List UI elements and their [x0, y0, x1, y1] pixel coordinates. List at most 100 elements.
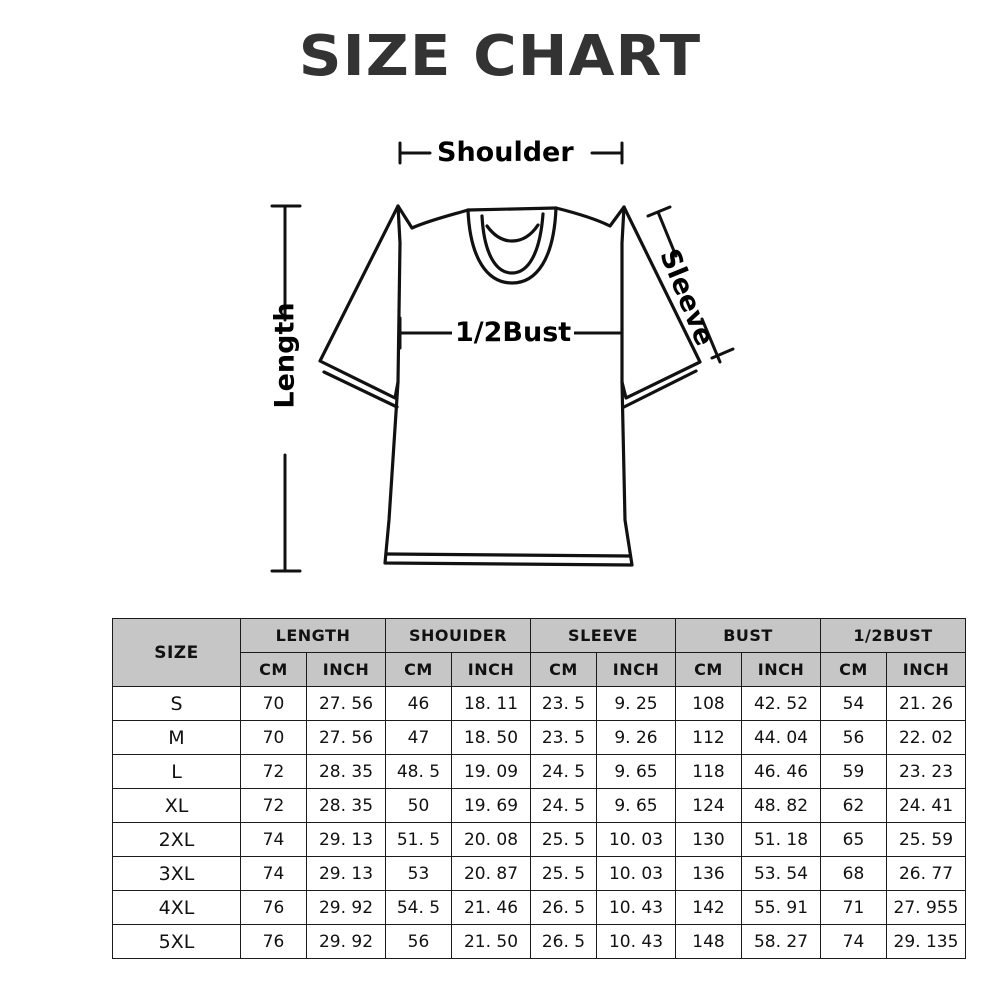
- cell-value: 21. 50: [451, 924, 531, 959]
- table-row: XL 72 28. 35 50 19. 69 24. 5 9. 65 124 48. 82 62 2…: [112, 788, 966, 823]
- cell-value: 72: [240, 754, 307, 789]
- cell-value: 59: [820, 754, 887, 789]
- cell-size: XL: [112, 788, 241, 823]
- header-shoulder: SHOUIDER: [385, 618, 531, 653]
- cell-value: 76: [240, 924, 307, 959]
- cell-value: 47: [385, 720, 452, 755]
- cell-value: 29. 135: [886, 924, 966, 959]
- cell-value: 46: [385, 686, 452, 721]
- collar-rib-arc-1: [480, 212, 545, 275]
- table-row: M 70 27. 56 47 18. 50 23. 5 9. 26 112 44. 04 56 22…: [112, 720, 966, 755]
- cell-value: 148: [675, 924, 742, 959]
- cell-value: 19. 69: [451, 788, 531, 823]
- cell-value: 20. 87: [451, 856, 531, 891]
- cell-value: 10. 43: [596, 890, 676, 925]
- cell-value: 9. 26: [596, 720, 676, 755]
- tshirt-body-outline: [318, 204, 702, 567]
- cell-value: 54: [820, 686, 887, 721]
- header-unit-shoulder-cm: CM: [385, 652, 452, 687]
- cell-value: 58. 27: [741, 924, 821, 959]
- header-length: LENGTH: [240, 618, 386, 653]
- cell-value: 71: [820, 890, 887, 925]
- table-header: SIZE LENGTH SHOUIDER SLEEVE BUST 1/2BUST…: [112, 618, 966, 687]
- cell-value: 68: [820, 856, 887, 891]
- cell-value: 29. 92: [306, 890, 386, 925]
- cell-value: 27. 56: [306, 686, 386, 721]
- cell-size: 3XL: [112, 856, 241, 891]
- cell-value: 65: [820, 822, 887, 857]
- cell-value: 46. 46: [741, 754, 821, 789]
- cell-value: 72: [240, 788, 307, 823]
- header-sleeve: SLEEVE: [530, 618, 676, 653]
- cell-value: 76: [240, 890, 307, 925]
- cell-value: 22. 02: [886, 720, 966, 755]
- sleeve-dimension: [646, 205, 735, 364]
- header-half-bust: 1/2BUST: [820, 618, 966, 653]
- table-row: L 72 28. 35 48. 5 19. 09 24. 5 9. 65 118 46. 46 5…: [112, 754, 966, 789]
- shoulder-dimension: [398, 141, 624, 165]
- cell-value: 24. 41: [886, 788, 966, 823]
- cell-value: 112: [675, 720, 742, 755]
- cell-value: 28. 35: [306, 788, 386, 823]
- cell-size: S: [112, 686, 241, 721]
- right-armhole-seam: [620, 205, 626, 384]
- cell-value: 108: [675, 686, 742, 721]
- cell-value: 48. 5: [385, 754, 452, 789]
- cell-value: 74: [240, 856, 307, 891]
- shoulder-label: Shoulder: [437, 137, 574, 168]
- cell-value: 18. 11: [451, 686, 531, 721]
- header-unit-length-cm: CM: [240, 652, 307, 687]
- cell-value: 19. 09: [451, 754, 531, 789]
- length-dimension: [270, 204, 302, 573]
- left-sleeve-cuff: [322, 370, 399, 409]
- cell-value: 9. 25: [596, 686, 676, 721]
- cell-value: 62: [820, 788, 887, 823]
- cell-size: 5XL: [112, 924, 241, 959]
- table-row: 2XL 74 29. 13 51. 5 20. 08 25. 5 10. 03 130 51. …: [112, 822, 966, 857]
- cell-value: 29. 92: [306, 924, 386, 959]
- header-bust: BUST: [675, 618, 821, 653]
- collar-rib-arc-2: [485, 223, 540, 243]
- half-bust-label: 1/2Bust: [452, 317, 575, 348]
- header-unit-length-inch: INCH: [306, 652, 386, 687]
- cell-value: 74: [820, 924, 887, 959]
- cell-value: 26. 77: [886, 856, 966, 891]
- header-unit-bust-cm: CM: [675, 652, 742, 687]
- cell-value: 74: [240, 822, 307, 857]
- left-armhole-seam: [396, 204, 402, 384]
- tshirt-svg: [270, 141, 735, 573]
- table-group-header-row: SIZE LENGTH SHOUIDER SLEEVE BUST 1/2BUST: [112, 618, 966, 687]
- cell-value: 54. 5: [385, 890, 452, 925]
- cell-value: 136: [675, 856, 742, 891]
- cell-value: 27. 955: [886, 890, 966, 925]
- cell-value: 25. 59: [886, 822, 966, 857]
- cell-value: 24. 5: [530, 788, 597, 823]
- table-row: 3XL 74 29. 13 53 20. 87 25. 5 10. 03 136 53. 54 6…: [112, 856, 966, 891]
- header-unit-bust-inch: INCH: [741, 652, 821, 687]
- table-row: 4XL 76 29. 92 54. 5 21. 46 26. 5 10. 43 142 55. …: [112, 890, 966, 925]
- cell-value: 23. 23: [886, 754, 966, 789]
- cell-value: 10. 03: [596, 822, 676, 857]
- cell-value: 26. 5: [530, 924, 597, 959]
- cell-value: 21. 26: [886, 686, 966, 721]
- cell-value: 29. 13: [306, 856, 386, 891]
- cell-value: 24. 5: [530, 754, 597, 789]
- table-body: S 70 27. 56 46 18. 11 23. 5 9. 25 108 42. 52 54 21…: [112, 686, 966, 959]
- cell-value: 56: [820, 720, 887, 755]
- size-table: SIZE LENGTH SHOUIDER SLEEVE BUST 1/2BUST…: [112, 618, 966, 959]
- cell-value: 20. 08: [451, 822, 531, 857]
- cell-value: 53: [385, 856, 452, 891]
- table-unit-header-row: CM INCH CM INCH CM INCH CM INCH CM INCH: [113, 652, 966, 687]
- header-unit-sleeve-inch: INCH: [596, 652, 676, 687]
- cell-value: 23. 5: [530, 686, 597, 721]
- cell-value: 26. 5: [530, 890, 597, 925]
- header-size: SIZE: [112, 618, 241, 687]
- cell-value: 130: [675, 822, 742, 857]
- cell-value: 10. 03: [596, 856, 676, 891]
- collar-outer-arc: [466, 206, 558, 285]
- table-row: S 70 27. 56 46 18. 11 23. 5 9. 25 108 42. 52 54 21…: [112, 686, 966, 721]
- bottom-hem-band: [385, 552, 632, 558]
- cell-value: 27. 56: [306, 720, 386, 755]
- header-unit-shoulder-inch: INCH: [451, 652, 531, 687]
